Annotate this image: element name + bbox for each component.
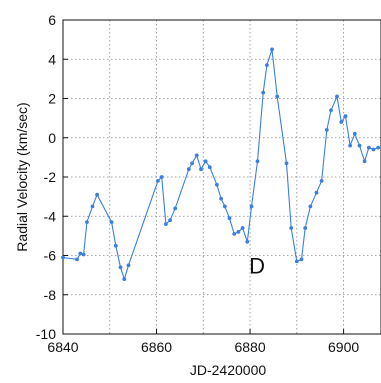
data-point [339, 120, 344, 124]
data-point [109, 220, 114, 225]
data-point [219, 196, 224, 201]
axis-ticks: 6840 6860 6880 6900 -10 -8 -6 -4 -2 0 2 4 6 [36, 12, 360, 355]
data-point [314, 190, 319, 195]
x-tick-label: 6840 [47, 339, 78, 355]
y-tick-label: -6 [44, 248, 57, 264]
data-point [289, 226, 294, 230]
data-point [222, 204, 227, 209]
data-point [236, 230, 241, 234]
data-point [308, 204, 313, 209]
data-point [376, 145, 381, 150]
y-tick-label: 2 [48, 91, 56, 107]
data-point [113, 243, 118, 248]
data-point [249, 204, 254, 209]
data-point [319, 179, 324, 183]
data-point [329, 108, 333, 113]
data-point [270, 47, 274, 52]
data-point [357, 143, 362, 148]
y-tick-label: 6 [48, 12, 56, 28]
data-point [190, 161, 195, 166]
data-point [284, 161, 289, 166]
data-point [95, 192, 99, 197]
y-tick-label: -4 [44, 208, 57, 224]
data-point [168, 218, 173, 223]
x-axis-label: JD-2420000 [190, 362, 266, 378]
data-point [203, 159, 208, 164]
data-point [265, 63, 269, 67]
data-point [194, 153, 199, 158]
data-point [118, 265, 123, 270]
data-point [207, 165, 212, 170]
data-point [299, 257, 304, 262]
data-point [240, 226, 245, 230]
y-tick-label: -8 [44, 287, 57, 303]
x-tick-label: 6900 [328, 339, 359, 355]
data-point [227, 216, 232, 221]
data-point [232, 232, 237, 236]
data-point [362, 159, 367, 164]
data-point [335, 94, 339, 99]
data-point [126, 263, 131, 268]
data-point [352, 131, 357, 136]
data-point [343, 114, 348, 119]
data-point [294, 259, 299, 264]
data-point [85, 220, 89, 225]
data-point [348, 143, 352, 148]
y-axis-label: Radial Velocity (km/sec) [14, 102, 30, 251]
data-point [324, 127, 329, 132]
data-point [156, 179, 160, 183]
y-tick-label: -10 [36, 326, 56, 342]
series-line [62, 49, 379, 281]
data-point [275, 94, 280, 99]
annotations: D [249, 253, 265, 278]
data-point [199, 167, 203, 172]
data-point [173, 206, 178, 211]
data-point [371, 147, 376, 152]
data-point [75, 257, 79, 262]
data-point [215, 182, 219, 187]
series-layer [61, 47, 381, 281]
y-tick-label: 4 [48, 51, 56, 67]
x-tick-label: 6880 [234, 339, 265, 355]
y-tick-label: -2 [44, 169, 57, 185]
plot-frame [62, 19, 381, 335]
data-point [90, 204, 95, 209]
annotation-label: D [249, 253, 265, 278]
data-point [61, 255, 65, 260]
data-point [122, 277, 127, 281]
grid [63, 20, 381, 334]
data-point [81, 252, 86, 257]
data-point [78, 251, 83, 256]
data-point [303, 226, 308, 230]
y-tick-label: 0 [48, 130, 56, 146]
data-point [245, 239, 250, 244]
data-point [164, 222, 168, 227]
data-point [159, 175, 164, 179]
data-point [186, 167, 191, 172]
data-point [366, 145, 371, 150]
x-tick-label: 6860 [141, 339, 172, 355]
data-point [261, 90, 266, 95]
data-point [255, 159, 260, 164]
